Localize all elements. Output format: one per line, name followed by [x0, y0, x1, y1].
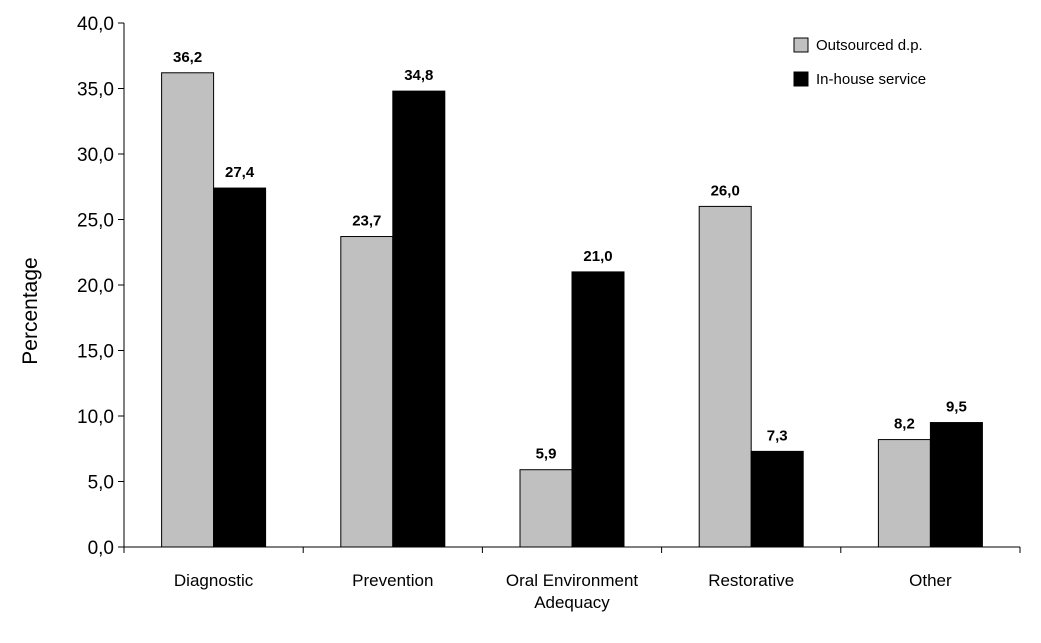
y-tick-label: 30,0 — [77, 145, 114, 166]
bar-in-house — [929, 422, 983, 548]
category-label: Prevention — [352, 571, 433, 590]
data-label: 27,4 — [225, 164, 255, 181]
data-label: 9,5 — [946, 399, 967, 416]
y-tick-label: 5,0 — [88, 473, 114, 494]
x-axis: Diagnostic Prevention Oral Environment Adeq… — [123, 546, 1021, 612]
data-label: 34,8 — [404, 67, 433, 84]
data-label: 23,7 — [352, 213, 381, 230]
bar-in-house — [213, 187, 267, 548]
data-label: 26,0 — [711, 182, 740, 199]
bar-in-house — [571, 271, 625, 548]
data-label: 36,2 — [173, 49, 202, 66]
bar-outsourced — [698, 205, 752, 548]
y-tick-label: 15,0 — [77, 342, 114, 363]
legend-label-in-house: In-house service — [816, 71, 926, 88]
bars: 36,2 27,4 23,7 34,8 5,9 21,0 26,0 7,3 8,2 9,5 — [161, 49, 983, 548]
bar-outsourced — [340, 236, 394, 548]
bar-outsourced — [161, 72, 215, 548]
legend-swatch-in-house — [793, 71, 809, 87]
y-tick-label: 35,0 — [77, 80, 114, 101]
bar-outsourced — [877, 439, 931, 548]
category-label: Oral Environment — [506, 571, 639, 590]
category-label: Adequacy — [534, 593, 610, 612]
y-axis-title: Percentage — [19, 257, 42, 364]
data-label: 5,9 — [536, 446, 557, 463]
bar-outsourced — [519, 469, 573, 548]
y-tick-label: 10,0 — [77, 407, 114, 428]
category-label: Diagnostic — [174, 571, 254, 590]
y-tick-label: 40,0 — [77, 14, 114, 35]
y-tick-label: 25,0 — [77, 211, 114, 232]
legend-swatch-outsourced — [793, 37, 809, 53]
bar-in-house — [392, 90, 446, 548]
category-label: Restorative — [708, 571, 794, 590]
bar-in-house — [750, 450, 804, 548]
legend: Outsourced d.p. In-house service — [793, 37, 926, 88]
data-label: 21,0 — [583, 248, 612, 265]
data-label: 8,2 — [894, 416, 915, 433]
category-label: Other — [909, 571, 952, 590]
y-axis: 0,0 5,0 10,0 15,0 20,0 25,0 30,0 35,0 40,0 — [77, 14, 125, 559]
data-label: 7,3 — [767, 427, 788, 444]
y-tick-label: 20,0 — [77, 276, 114, 297]
legend-label-outsourced: Outsourced d.p. — [816, 37, 923, 54]
y-tick-label: 0,0 — [88, 538, 114, 559]
